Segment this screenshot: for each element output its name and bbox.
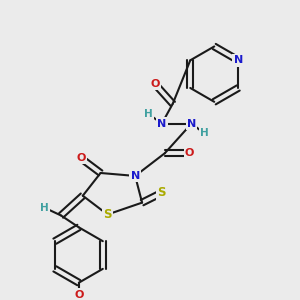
Text: H: H (200, 128, 209, 138)
Text: N: N (157, 118, 167, 129)
Text: H: H (200, 128, 209, 138)
Text: O: O (74, 290, 83, 300)
Text: O: O (150, 79, 160, 89)
Text: O: O (74, 290, 83, 300)
Text: N: N (130, 171, 140, 181)
Text: N: N (187, 118, 196, 129)
Text: H: H (144, 109, 152, 119)
Text: N: N (234, 55, 243, 65)
Text: H: H (144, 109, 152, 119)
Text: O: O (76, 153, 86, 163)
Text: H: H (40, 202, 49, 213)
Text: S: S (158, 186, 166, 199)
Text: N: N (187, 118, 196, 129)
Text: O: O (185, 148, 194, 158)
Text: N: N (157, 118, 167, 129)
Text: O: O (76, 153, 86, 163)
Text: S: S (103, 208, 112, 221)
Text: N: N (234, 55, 243, 65)
Text: O: O (185, 148, 194, 158)
Text: S: S (103, 208, 112, 221)
Text: S: S (158, 186, 166, 199)
Text: H: H (40, 202, 49, 213)
Text: N: N (130, 171, 140, 181)
Text: O: O (150, 79, 160, 89)
